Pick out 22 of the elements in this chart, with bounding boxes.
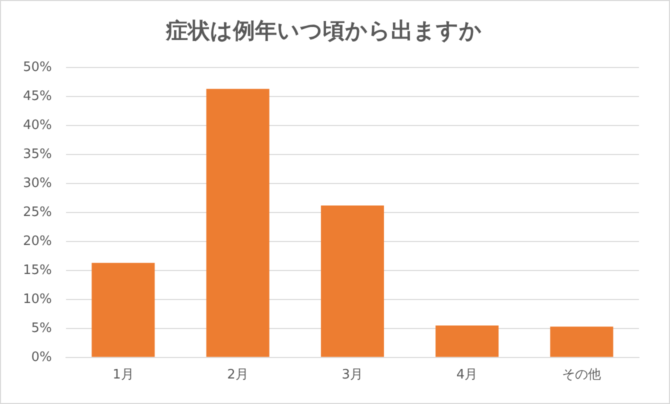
y-tick-label: 5% [31,320,52,336]
bar [206,88,270,357]
y-tick-label: 0% [31,350,52,365]
y-tick-label: 30% [22,176,52,191]
y-tick-label: 35% [22,146,52,162]
bar [92,262,155,357]
y-tick-label: 25% [22,204,52,220]
bar [550,326,614,357]
x-tick-label: 1月 [112,368,134,383]
y-tick-label: 40% [22,118,52,133]
x-tick-label: 2月 [227,368,248,383]
x-tick-label: 4月 [456,368,478,383]
bar [436,326,499,357]
bar [320,205,384,357]
y-tick-label: 15% [22,262,52,278]
chart-title: 症状は例年いつ頃から出ますか [165,18,482,44]
y-tick-label: 50% [22,60,52,75]
y-tick-label: 45% [22,88,52,104]
x-tick-label: 3月 [342,368,364,383]
y-tick-label: 10% [22,292,52,307]
x-tick-label: その他 [562,368,602,383]
y-tick-label: 20% [22,234,52,249]
